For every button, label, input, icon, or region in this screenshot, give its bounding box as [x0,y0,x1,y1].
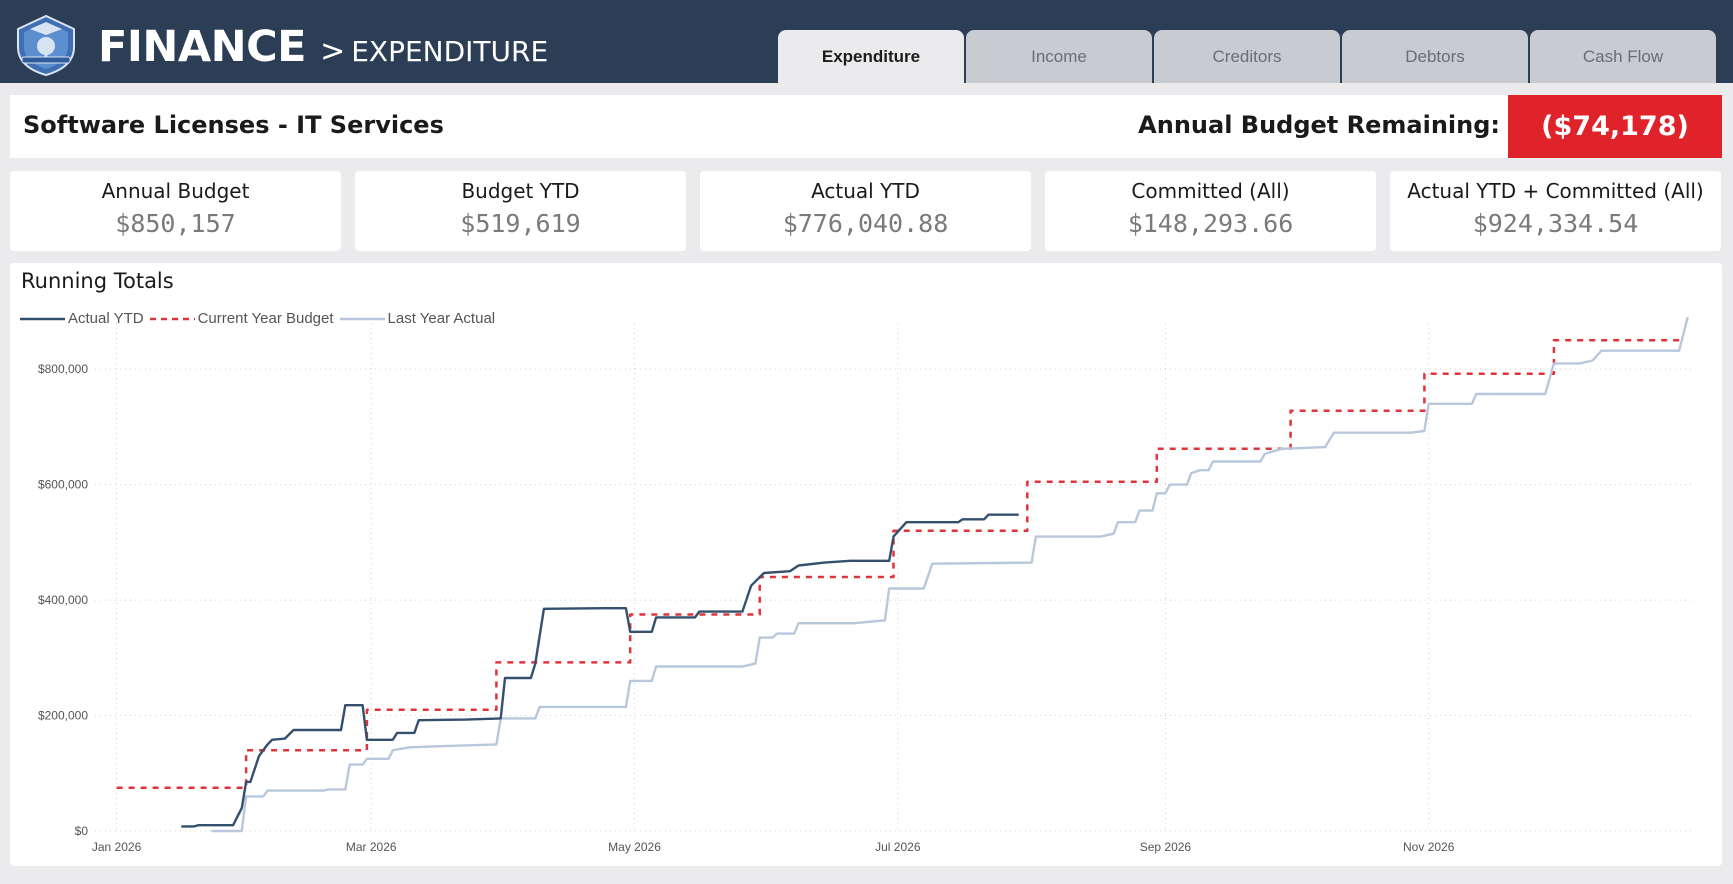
series-line-last-year-actual [211,316,1689,833]
page-title: Software Licenses - IT Services [23,111,444,139]
legend-item-last-year-actual[interactable]: Last Year Actual [339,310,496,327]
tab-expenditure[interactable]: Expenditure [778,30,964,83]
running-totals-chart: $0 $200,000 $400,000 $600,000 $800,000 Jan 20… [38,316,1692,854]
tab-income[interactable]: Income [966,30,1152,83]
y-tick-label: $400,000 [38,593,88,607]
legend-label: Actual YTD [68,310,144,327]
x-tick-label: Nov 2026 [1403,840,1455,854]
y-tick-label: $200,000 [38,709,88,723]
legend-label: Last Year Actual [387,310,496,327]
kpi-label: Actual YTD [811,179,920,203]
x-tick-label: Mar 2026 [346,840,397,854]
tab-cash-flow[interactable]: Cash Flow [1530,30,1716,83]
budget-remaining-label: Annual Budget Remaining: [1138,111,1500,139]
running-totals-card: $0 $200,000 $400,000 $600,000 $800,000 Jan 20… [10,263,1722,866]
app-title: FINANCE [98,22,307,72]
kpi-card-committed: Committed (All) $148,293.66 [1045,171,1376,251]
college-crest-icon [17,14,75,77]
legend-swatch-actual-ytd [20,317,65,320]
kpi-value: $776,040.88 [782,209,949,238]
kpi-card-budget-ytd: Budget YTD $519,619 [355,171,686,251]
x-tick-label: Sep 2026 [1140,840,1192,854]
brand-title: FINANCE > EXPENDITURE [98,22,548,72]
kpi-label: Annual Budget [101,179,250,203]
kpi-label: Budget YTD [461,179,580,203]
legend-swatch-current-year-budget [149,317,195,320]
legend-item-current-year-budget[interactable]: Current Year Budget [149,310,334,327]
tab-creditors[interactable]: Creditors [1154,30,1340,83]
tab-debtors[interactable]: Debtors [1342,30,1528,83]
budget-remaining-value: ($74,178) [1508,95,1722,158]
section-title: EXPENDITURE [351,35,549,68]
x-tick-label: May 2026 [608,840,661,854]
kpi-card-actual-ytd: Actual YTD $776,040.88 [700,171,1031,251]
kpi-label: Committed (All) [1131,179,1290,203]
breadcrumb-separator: > [320,34,346,69]
legend-swatch-last-year-actual [339,317,385,320]
kpi-value: $519,619 [460,209,581,238]
kpi-label: Actual YTD + Committed (All) [1407,179,1704,203]
kpi-card-annual-budget: Annual Budget $850,157 [10,171,341,251]
series-line-actual-ytd [181,513,1019,828]
chart-legend: Actual YTD Current Year Budget Last Year… [20,310,501,327]
y-tick-label: $0 [75,824,89,838]
legend-label: Current Year Budget [197,310,334,327]
x-tick-label: Jul 2026 [875,840,921,854]
chart-title: Running Totals [21,269,174,293]
x-tick-label: Jan 2026 [92,840,142,854]
kpi-card-actual-plus-committed: Actual YTD + Committed (All) $924,334.54 [1390,171,1721,251]
title-bar: Software Licenses - IT Services Annual B… [10,95,1722,158]
y-tick-label: $600,000 [38,478,88,492]
kpi-value: $924,334.54 [1472,209,1639,238]
y-tick-label: $800,000 [38,362,88,376]
legend-item-actual-ytd[interactable]: Actual YTD [20,310,144,327]
tab-bar: Expenditure Income Creditors Debtors Cas… [778,30,1718,83]
kpi-value: $850,157 [115,209,236,238]
kpi-value: $148,293.66 [1127,209,1294,238]
top-bar: FINANCE > EXPENDITURE Expenditure Income C… [0,0,1733,83]
series-line-current-year-budget [116,339,1684,789]
